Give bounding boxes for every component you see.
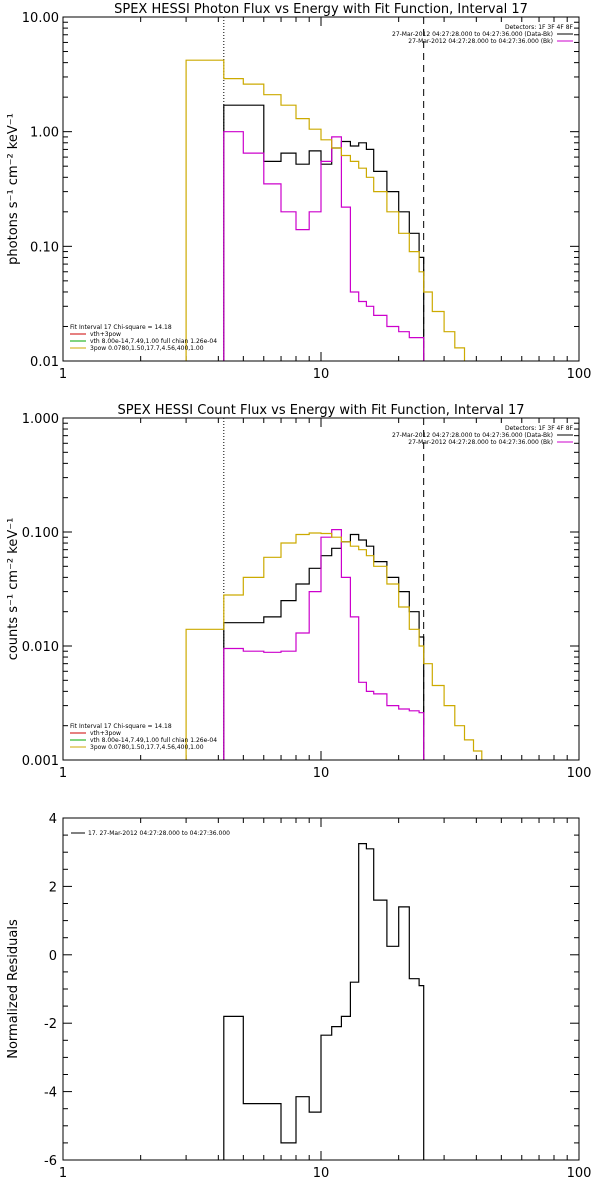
y-tick-label: 0.100: [22, 526, 59, 541]
series-data-bk-line: [223, 533, 425, 760]
x-tick-label: 10: [313, 766, 330, 781]
chart-title: SPEX HESSI Photon Flux vs Energy with Fi…: [114, 2, 528, 17]
y-tick-label: 0.010: [22, 640, 59, 655]
y-tick-label: 0: [49, 949, 57, 964]
y-axis-label: photons s⁻¹ cm⁻² keV⁻¹: [6, 113, 21, 265]
y-tick-label: 4: [49, 812, 57, 827]
residuals-panel: Normalized Residuals 1 10 100 -6 -4 -2 0 2 4 17. 2…: [6, 812, 591, 1181]
legend-entry-text: 3pow 0.0780,1.50,17.7,4.56,400,1.00: [90, 345, 204, 352]
series-group: [185, 529, 483, 760]
y-tick-label: 0.10: [30, 240, 59, 255]
y-tick-label: -6: [44, 1154, 57, 1169]
legend-entry-text: 17. 27-Mar-2012 04:27:28.000 to 04:27:36…: [88, 830, 230, 837]
series-group: [223, 843, 425, 1160]
legend-entry-text: 27-Mar-2012 04:27:28.000 to 04:27:36.000…: [408, 38, 553, 45]
photon-flux-panel: SPEX HESSI Photon Flux vs Energy with Fi…: [6, 2, 591, 382]
series-model-line: [185, 59, 466, 361]
y-tick-label: 2: [49, 880, 57, 895]
legend-fit-header: Fit Interval 17 Chi-square = 14.18: [70, 324, 172, 331]
x-tick-label: 10: [313, 1166, 330, 1181]
legend-entry-text: 27-Mar-2012 04:27:28.000 to 04:27:36.000…: [392, 31, 553, 38]
y-axis-label: Normalized Residuals: [6, 919, 21, 1059]
series-model-line: [185, 532, 483, 760]
y-tick-label: 10.00: [22, 11, 59, 26]
chart-title: SPEX HESSI Count Flux vs Energy with Fit…: [117, 403, 524, 418]
count-flux-panel: SPEX HESSI Count Flux vs Energy with Fit…: [6, 403, 591, 781]
x-tick-label: 100: [567, 766, 592, 781]
y-tick-label: 0.001: [22, 754, 59, 769]
legend-entry-text: 27-Mar-2012 04:27:28.000 to 04:27:36.000…: [392, 432, 553, 439]
x-tick-label: 1: [59, 367, 67, 382]
y-tick-label: -2: [44, 1017, 57, 1032]
x-tick-label: 100: [567, 1166, 592, 1181]
y-tick-label: -4: [44, 1086, 57, 1101]
legend-detectors: Detectors: 1F 3F 4F 8F: [505, 24, 574, 31]
y-tick-label: 1.000: [22, 412, 59, 427]
plot-frame: [62, 16, 580, 362]
x-tick-label: 1: [59, 1166, 67, 1181]
x-tick-label: 100: [567, 367, 592, 382]
series-data-bk-line: [223, 104, 425, 361]
y-tick-label: 1.00: [30, 126, 59, 141]
legend-entry-text: 27-Mar-2012 04:27:28.000 to 04:27:36.000…: [408, 439, 553, 446]
legend-entry-text: 3pow 0.0780,1.50,17.7,4.56,400,1.00: [90, 744, 204, 751]
y-tick-label: 0.01: [30, 355, 59, 370]
series-bk-line: [223, 529, 425, 760]
legend-detectors: Detectors: 1F 3F 4F 8F: [505, 425, 574, 432]
series-group: [185, 59, 466, 361]
legend-entry-text: vth 8.00e-14,7.49,1.00 full chian 1.26e-…: [90, 338, 217, 345]
x-tick-label: 10: [313, 367, 330, 382]
series-bk-line: [223, 131, 425, 361]
legend-entry-text: vth+3pow: [90, 331, 121, 338]
y-axis-label: counts s⁻¹ cm⁻² keV⁻¹: [6, 518, 21, 661]
plot-frame: [62, 817, 580, 1161]
legend-entry-text: vth 8.00e-14,7.49,1.00 full chian 1.26e-…: [90, 737, 217, 744]
legend-entry-text: vth+3pow: [90, 730, 121, 737]
series-residuals-line: [223, 843, 425, 1160]
plot-frame: [62, 417, 580, 761]
x-tick-label: 1: [59, 766, 67, 781]
legend-fit-header: Fit Interval 17 Chi-square = 14.18: [70, 723, 172, 730]
